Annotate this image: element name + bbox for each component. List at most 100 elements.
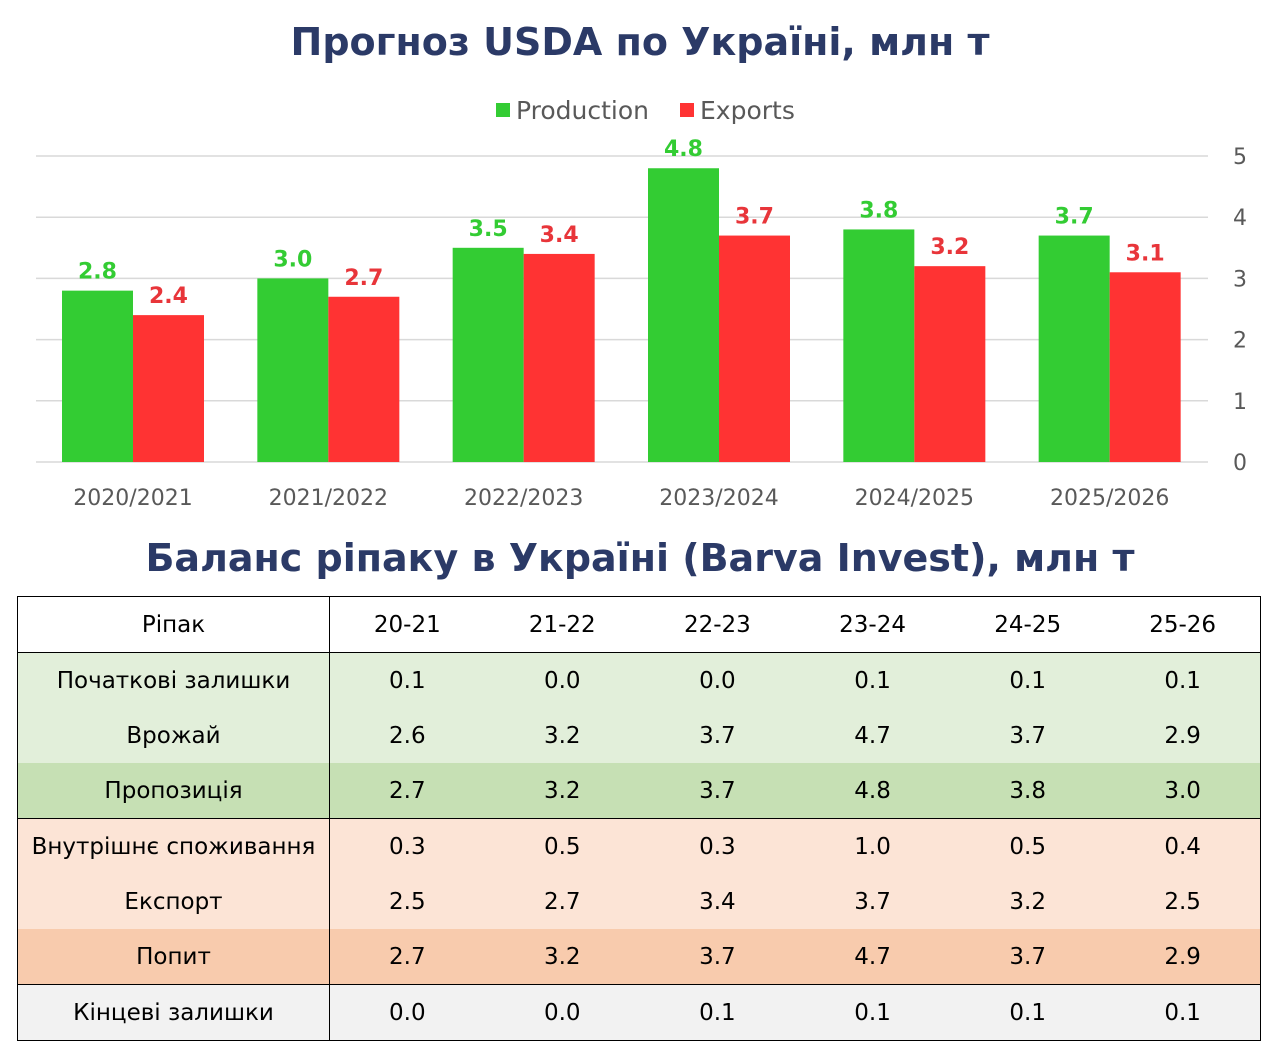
table-cell: 3.2 bbox=[1009, 888, 1046, 915]
table-cell: 3.7 bbox=[854, 888, 891, 915]
chart-bars bbox=[62, 168, 1181, 462]
table-cell: 0.5 bbox=[484, 818, 640, 874]
header-year: 20-21 bbox=[329, 596, 485, 653]
y-tick-label: 3 bbox=[1233, 267, 1247, 292]
table-cell: 3.8 bbox=[1009, 777, 1046, 804]
y-tick-label: 5 bbox=[1233, 145, 1247, 170]
table-cell: 0.4 bbox=[1105, 818, 1261, 874]
header-year: 22-23 bbox=[639, 596, 795, 653]
table-cell: 2.9 bbox=[1164, 943, 1201, 970]
header-year: 25-26 bbox=[1105, 596, 1261, 653]
table-row: Пропозиція 2.7 3.2 3.7 4.8 3.8 3.0 bbox=[17, 763, 1261, 819]
bar-exports bbox=[523, 253, 595, 462]
table-cell: 2.9 bbox=[1164, 722, 1201, 749]
data-label: 3.1 bbox=[1126, 241, 1165, 266]
table-cell: 3.2 bbox=[543, 943, 581, 970]
data-label: 3.8 bbox=[859, 198, 898, 223]
table-row: Врожай 2.6 3.2 3.7 4.7 3.7 2.9 bbox=[17, 708, 1261, 763]
data-label: 3.5 bbox=[469, 217, 508, 242]
legend-label: Production bbox=[516, 96, 649, 125]
chart-title: Прогноз USDA по Україні, млн т bbox=[290, 20, 990, 64]
x-tick-label: 2025/2026 bbox=[1050, 486, 1169, 511]
bar-chart: Production Exports 0 1 2 3 4 5 2.8 2.4 3.0 2.7 3.5… bbox=[36, 96, 1247, 511]
table-cell: 2.6 bbox=[389, 722, 426, 749]
table-cell: 0.1 bbox=[1105, 984, 1261, 1041]
bar-exports bbox=[328, 296, 400, 462]
bar-exports bbox=[1109, 272, 1181, 462]
bar-production bbox=[62, 290, 133, 462]
row-label: Попит bbox=[17, 929, 330, 985]
row-label: Кінцеві залишки bbox=[17, 984, 330, 1041]
table-row: Внутрішнє споживання 0.3 0.5 0.3 1.0 0.5 0.4 bbox=[17, 818, 1261, 874]
table-cell: 2.5 bbox=[389, 888, 426, 915]
legend-swatch bbox=[496, 103, 510, 117]
bar-exports bbox=[719, 235, 790, 462]
data-label: 3.7 bbox=[1055, 205, 1094, 230]
data-label: 3.2 bbox=[930, 235, 969, 260]
y-axis: 0 1 2 3 4 5 bbox=[1233, 145, 1247, 476]
table-cell: 0.0 bbox=[329, 984, 485, 1041]
table-row: Кінцеві залишки 0.0 0.0 0.1 0.1 0.1 0.1 bbox=[17, 984, 1261, 1041]
table-header-row: Ріпак 20-21 21-22 22-23 23-24 24-25 25-2… bbox=[17, 596, 1261, 653]
header-year: 23-24 bbox=[794, 596, 951, 653]
table-cell: 0.3 bbox=[639, 818, 795, 874]
bar-production bbox=[648, 168, 719, 462]
bar-production bbox=[257, 278, 329, 462]
table-cell: 0.5 bbox=[950, 818, 1106, 874]
table-cell: 3.2 bbox=[543, 722, 581, 749]
bar-exports bbox=[914, 266, 986, 462]
bar-exports bbox=[133, 315, 204, 462]
bar-production bbox=[452, 247, 524, 462]
table-cell: 3.7 bbox=[699, 777, 736, 804]
table-row: Попит 2.7 3.2 3.7 4.7 3.7 2.9 bbox=[17, 929, 1261, 985]
table-cell: 2.5 bbox=[1164, 888, 1201, 915]
table-cell: 3.7 bbox=[699, 722, 736, 749]
table-cell: 4.8 bbox=[854, 777, 891, 804]
table-cell: 3.2 bbox=[543, 777, 581, 804]
x-tick-label: 2020/2021 bbox=[73, 486, 192, 511]
data-label: 4.8 bbox=[664, 137, 703, 162]
table-title: Баланс ріпаку в Україні (Barva Invest), … bbox=[145, 536, 1135, 580]
table-cell: 0.1 bbox=[1105, 652, 1261, 708]
x-tick-label: 2024/2025 bbox=[855, 486, 974, 511]
table-row: Початкові залишки 0.1 0.0 0.0 0.1 0.1 0.1 bbox=[17, 652, 1261, 708]
header-year: 21-22 bbox=[484, 596, 640, 653]
table-cell: 0.1 bbox=[794, 984, 951, 1041]
x-tick-label: 2021/2022 bbox=[269, 486, 388, 511]
table-cell: 2.7 bbox=[389, 777, 426, 804]
row-label: Врожай bbox=[17, 708, 330, 763]
table-cell: 3.7 bbox=[699, 943, 736, 970]
data-label: 3.7 bbox=[735, 205, 774, 230]
y-tick-label: 1 bbox=[1233, 390, 1247, 415]
table-cell: 0.0 bbox=[484, 984, 640, 1041]
table-cell: 0.1 bbox=[329, 652, 485, 708]
legend-label: Exports bbox=[700, 96, 795, 125]
chart-value-labels: 2.8 2.4 3.0 2.7 3.5 3.4 4.8 3.7 3.8 3.2 3.7 3.1 bbox=[78, 137, 1165, 309]
table-cell: 0.3 bbox=[329, 818, 485, 874]
row-label: Початкові залишки bbox=[17, 652, 330, 708]
table-cell: 4.7 bbox=[854, 943, 891, 970]
table-cell: 0.0 bbox=[484, 652, 640, 708]
table-cell: 2.7 bbox=[389, 943, 426, 970]
table-cell: 1.0 bbox=[794, 818, 951, 874]
chart-gridlines bbox=[36, 155, 1208, 463]
table-cell: 3.4 bbox=[699, 888, 736, 915]
x-tick-label: 2023/2024 bbox=[659, 486, 778, 511]
chart-legend: Production Exports bbox=[496, 96, 795, 125]
data-label: 3.4 bbox=[540, 223, 579, 248]
row-label: Експорт bbox=[17, 874, 330, 929]
table-cell: 0.1 bbox=[794, 652, 951, 708]
data-label: 3.0 bbox=[273, 247, 312, 272]
legend-swatch bbox=[680, 103, 694, 117]
header-year: 24-25 bbox=[950, 596, 1106, 653]
rapeseed-balance-table: Ріпак 20-21 21-22 22-23 23-24 24-25 25-2… bbox=[17, 596, 1261, 1041]
row-label: Внутрішнє споживання bbox=[17, 818, 330, 874]
y-tick-label: 2 bbox=[1233, 329, 1247, 354]
data-label: 2.4 bbox=[149, 284, 188, 309]
y-tick-label: 0 bbox=[1233, 451, 1247, 476]
data-label: 2.7 bbox=[344, 266, 383, 291]
table-cell: 0.1 bbox=[950, 984, 1106, 1041]
table-cell: 0.0 bbox=[639, 652, 795, 708]
bar-production bbox=[843, 229, 915, 462]
table-cell: 3.0 bbox=[1164, 777, 1201, 804]
